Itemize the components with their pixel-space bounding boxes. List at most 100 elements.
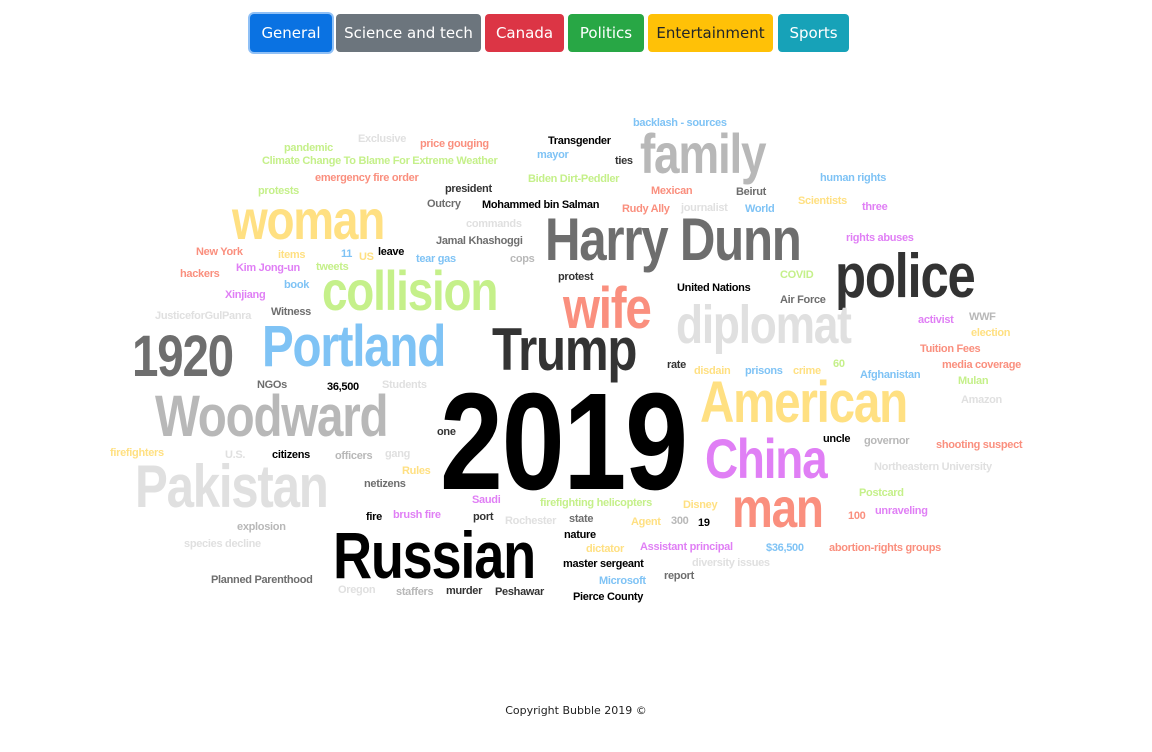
cloud-word-man: man: [732, 476, 824, 539]
cloud-word-abortion-rights-groups: abortion-rights groups: [829, 542, 941, 554]
cloud-word-gang: gang: [385, 448, 411, 460]
cloud-word-tuition-fees: Tuition Fees: [920, 343, 981, 355]
tab-science-and-tech[interactable]: Science and tech: [336, 14, 481, 52]
cloud-word-media-coverage: media coverage: [942, 359, 1021, 371]
cloud-word-state: state: [569, 513, 594, 525]
cloud-word-three: three: [862, 201, 888, 213]
cloud-word-crime: crime: [793, 365, 821, 377]
cloud-word-exclusive: Exclusive: [358, 133, 407, 145]
cloud-word-postcard: Postcard: [859, 487, 904, 499]
cloud-word-kim-jong-un: Kim Jong-un: [236, 262, 300, 274]
cloud-word-commands: commands: [466, 218, 522, 230]
cloud-word-hackers: hackers: [180, 268, 220, 280]
cloud-word-officers: officers: [335, 450, 373, 462]
cloud-word-11: 11: [341, 248, 353, 260]
cloud-word-species-decline: species decline: [184, 538, 261, 550]
cloud-word-woman: woman: [232, 188, 385, 251]
cloud-word-pierce-county: Pierce County: [573, 591, 644, 603]
tab-canada[interactable]: Canada: [485, 14, 564, 52]
footer-copyright: Copyright Bubble 2019 ©: [505, 704, 647, 717]
cloud-word-ties: ties: [615, 155, 633, 167]
cloud-word-one: one: [437, 426, 456, 438]
cloud-word-36-500: 36,500: [327, 381, 359, 393]
cloud-word-rate: rate: [667, 359, 686, 371]
cloud-word-covid: COVID: [780, 269, 814, 281]
cloud-word-woodward: Woodward: [155, 384, 389, 449]
cloud-word-united-nations: United Nations: [677, 282, 751, 294]
cloud-word-dictator: dictator: [586, 543, 624, 555]
cloud-word-police: police: [835, 242, 976, 311]
cloud-word-19: 19: [698, 517, 710, 529]
cloud-word-us: US: [359, 251, 374, 263]
cloud-word-2019: 2019: [440, 365, 688, 519]
cloud-word-american: American: [700, 370, 908, 435]
cloud-word-rules: Rules: [402, 465, 431, 477]
cloud-word-items: items: [278, 249, 306, 261]
cloud-word-microsoft: Microsoft: [599, 575, 646, 587]
cloud-word-u-s: U.S.: [225, 449, 246, 461]
cloud-word-rudy-ally: Rudy Ally: [622, 203, 670, 215]
cloud-word-leave: leave: [378, 246, 405, 258]
cloud-word-mohammed-bin-salman: Mohammed bin Salman: [482, 199, 600, 211]
cloud-word-book: book: [284, 279, 310, 291]
cloud-word-firefighting-helicopters: firefighting helicopters: [540, 497, 652, 509]
cloud-word-cops: cops: [510, 253, 535, 265]
cloud-word-mexican: Mexican: [651, 185, 693, 197]
cloud-word-scientists: Scientists: [798, 195, 847, 207]
cloud-word-disney: Disney: [683, 499, 718, 511]
cloud-word-oregon: Oregon: [338, 584, 376, 596]
cloud-word-world: World: [745, 203, 775, 215]
cloud-word-uncle: uncle: [823, 433, 851, 445]
tab-entertainment[interactable]: Entertainment: [648, 14, 773, 52]
tab-sports[interactable]: Sports: [778, 14, 849, 52]
cloud-word-family: family: [640, 122, 767, 185]
cloud-word-unraveling: unraveling: [875, 505, 928, 517]
cloud-word-air-force: Air Force: [780, 294, 826, 306]
cloud-word-mayor: mayor: [537, 149, 569, 161]
cloud-word-justiceforgulpanra: JusticeforGulPanra: [155, 310, 252, 322]
cloud-word-assistant-principal: Assistant principal: [640, 541, 733, 553]
cloud-word-protest: protest: [558, 271, 594, 283]
cloud-word-port: port: [473, 511, 494, 523]
word-cloud: 2019 Russian Harry Dunn police family diploma…: [110, 118, 1023, 603]
cloud-word-citizens: citizens: [272, 449, 310, 461]
cloud-word-portland: Portland: [262, 314, 446, 379]
cloud-word-wife: wife: [563, 276, 652, 341]
cloud-word-tweets: tweets: [316, 261, 349, 273]
cloud-word-witness: Witness: [271, 306, 311, 318]
cloud-word-human-rights: human rights: [820, 172, 887, 184]
cloud-word-trump: Trump: [492, 316, 637, 383]
cloud-word-afghanistan: Afghanistan: [860, 369, 921, 381]
cloud-word-diplomat: diplomat: [676, 295, 852, 355]
cloud-word-planned-parenthood: Planned Parenthood: [211, 574, 313, 586]
tab-general[interactable]: General: [250, 14, 332, 52]
cloud-word-saudi: Saudi: [472, 494, 501, 506]
cloud-word-xinjiang: Xinjiang: [225, 289, 266, 301]
cloud-word-nature: nature: [564, 529, 596, 541]
cloud-word-pakistan: Pakistan: [135, 453, 329, 520]
cloud-word-murder: murder: [446, 585, 483, 597]
cloud-word-china: China: [705, 427, 828, 490]
cloud-word-new-york: New York: [196, 246, 243, 258]
cloud-word-prisons: prisons: [745, 365, 783, 377]
cloud-word-election: election: [971, 327, 1011, 339]
cloud-word-protests: protests: [258, 185, 299, 197]
cloud-word-master-sergeant: master sergeant: [563, 558, 644, 570]
cloud-word-firefighters: firefighters: [110, 447, 164, 459]
cloud-word-activist: activist: [918, 314, 954, 326]
cloud-word-1920: 1920: [132, 324, 234, 389]
cloud-word-beirut: Beirut: [736, 186, 766, 198]
cloud-word-pandemic: pandemic: [284, 142, 333, 154]
cloud-word-rochester: Rochester: [505, 515, 557, 527]
cloud-word-100: 100: [848, 510, 866, 522]
cloud-word-transgender: Transgender: [548, 135, 611, 147]
cloud-word-agent: Agent: [631, 516, 661, 528]
cloud-word-governor: governor: [864, 435, 910, 447]
cloud-word-rights-abuses: rights abuses: [846, 232, 914, 244]
tab-politics[interactable]: Politics: [568, 14, 644, 52]
cloud-word-emergency-fire-order: emergency fire order: [315, 172, 419, 184]
cloud-word-netizens: netizens: [364, 478, 406, 490]
cloud-word-36-500: $36,500: [766, 542, 804, 554]
cloud-word-students: Students: [382, 379, 427, 391]
cloud-word-outcry: Outcry: [427, 198, 461, 210]
